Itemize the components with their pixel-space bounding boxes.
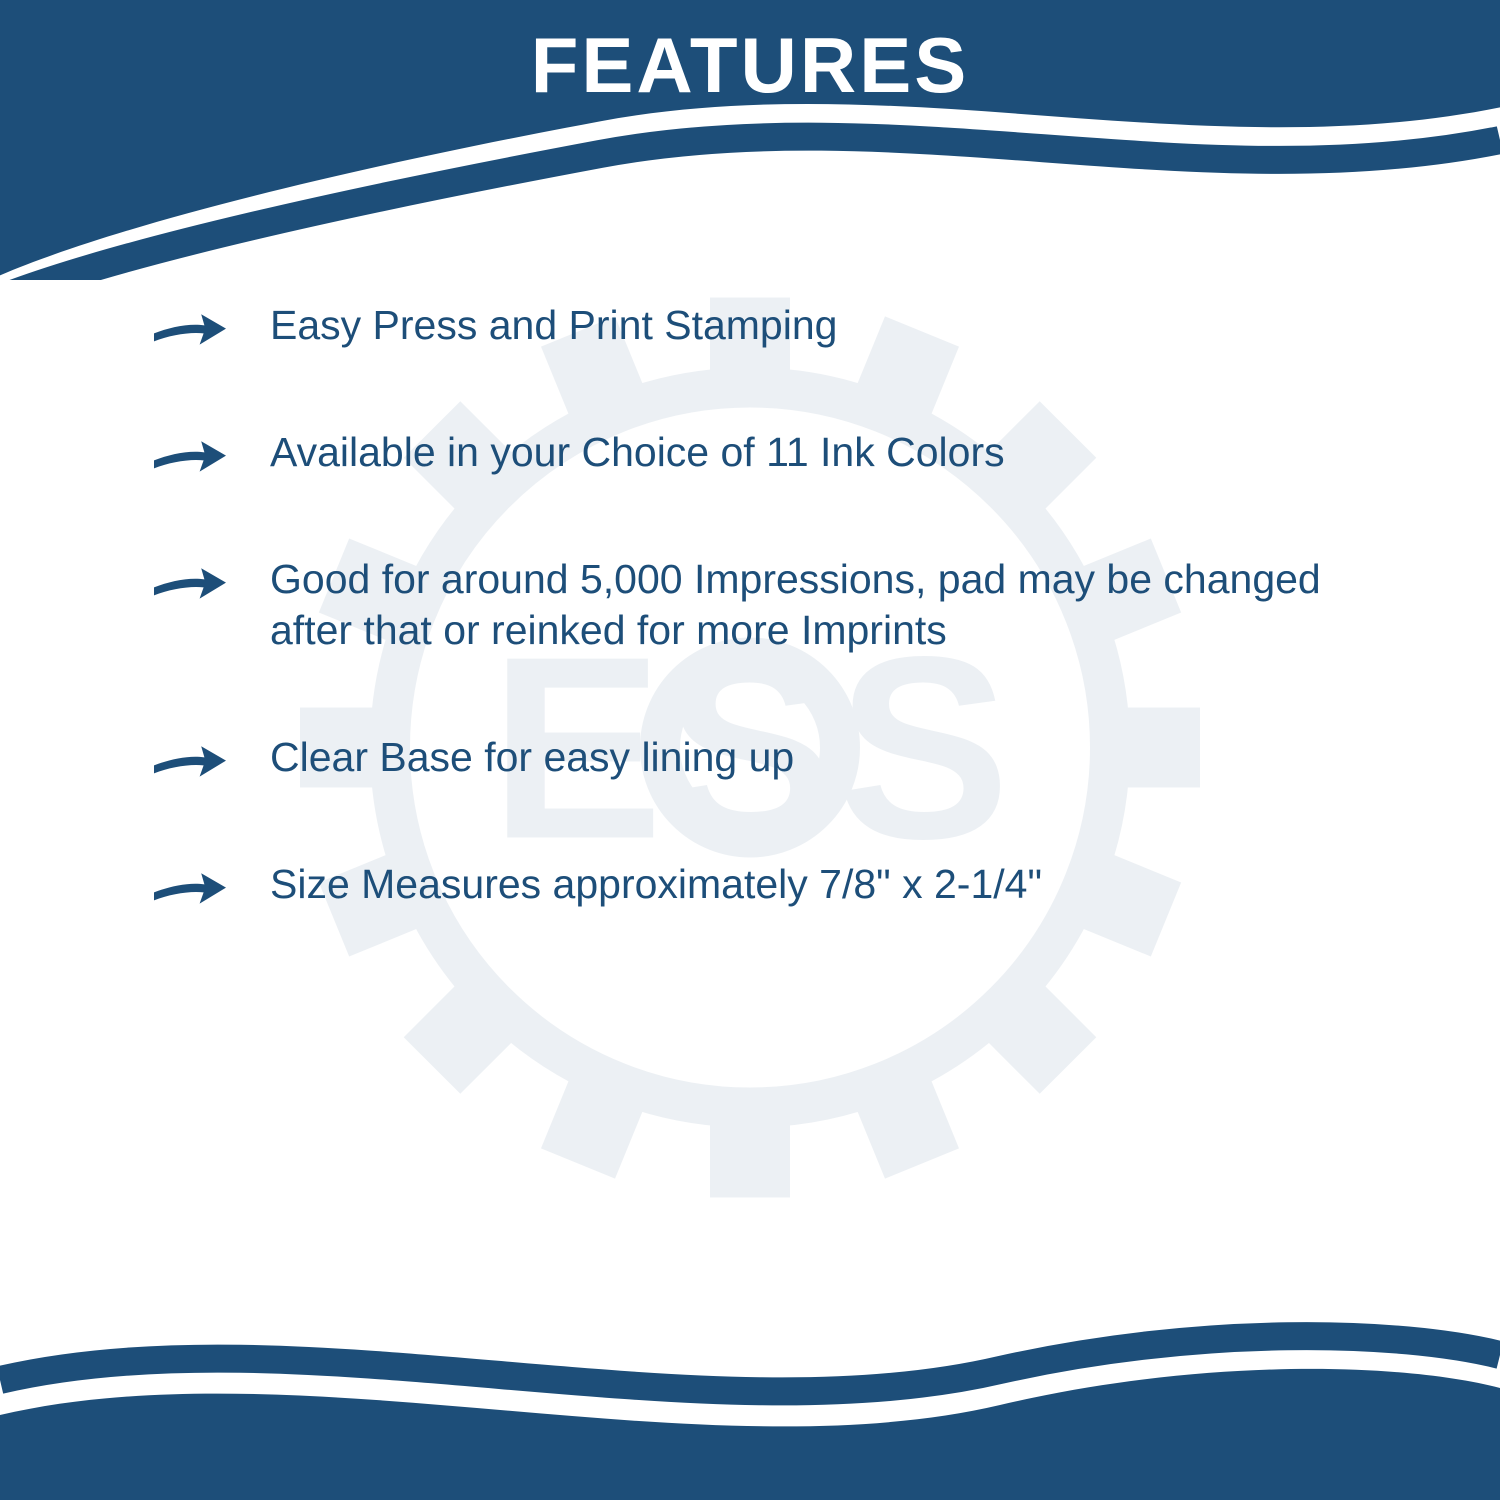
feature-item: Size Measures approximately 7/8" x 2-1/4… <box>150 859 1400 911</box>
feature-item: Easy Press and Print Stamping <box>150 300 1400 352</box>
footer-band <box>0 1300 1500 1500</box>
feature-text: Good for around 5,000 Impressions, pad m… <box>270 554 1400 657</box>
feature-item: Clear Base for easy lining up <box>150 732 1400 784</box>
features-list: Easy Press and Print Stamping Available … <box>150 300 1400 986</box>
arrow-right-icon <box>150 861 230 911</box>
feature-item: Available in your Choice of 11 Ink Color… <box>150 427 1400 479</box>
arrow-right-icon <box>150 734 230 784</box>
feature-text: Size Measures approximately 7/8" x 2-1/4… <box>270 859 1042 910</box>
arrow-right-icon <box>150 556 230 606</box>
arrow-right-icon <box>150 302 230 352</box>
header-band: FEATURES <box>0 0 1500 280</box>
feature-text: Available in your Choice of 11 Ink Color… <box>270 427 1005 478</box>
feature-item: Good for around 5,000 Impressions, pad m… <box>150 554 1400 657</box>
arrow-right-icon <box>150 429 230 479</box>
page-title: FEATURES <box>0 20 1500 111</box>
feature-text: Clear Base for easy lining up <box>270 732 794 783</box>
feature-text: Easy Press and Print Stamping <box>270 300 837 351</box>
